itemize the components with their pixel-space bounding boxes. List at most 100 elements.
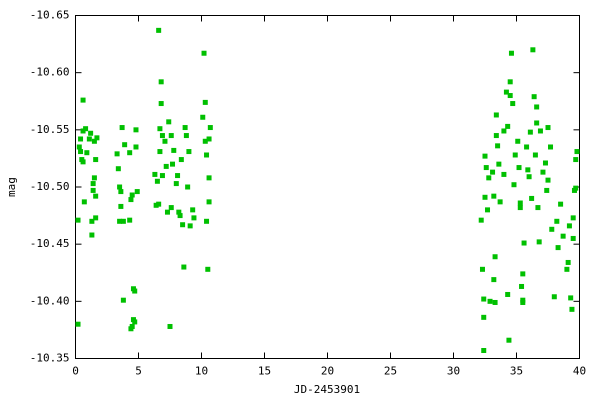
point [154, 178, 160, 184]
point [181, 264, 187, 270]
point [159, 133, 165, 139]
point [566, 223, 572, 229]
point [78, 136, 84, 142]
point [171, 147, 177, 153]
point [202, 99, 208, 105]
point [564, 266, 570, 272]
point [162, 138, 168, 144]
point [568, 295, 574, 301]
x-tick-label: 25 [384, 365, 397, 378]
point [570, 235, 576, 241]
point [75, 217, 81, 223]
point [505, 291, 511, 297]
point [83, 126, 89, 132]
point [84, 150, 90, 156]
point [202, 138, 208, 144]
point [153, 202, 159, 208]
point [180, 222, 186, 228]
point [156, 27, 162, 33]
point [170, 161, 176, 167]
point [157, 149, 163, 155]
point [573, 157, 579, 163]
point [554, 218, 560, 224]
point [76, 144, 82, 150]
point [532, 152, 538, 158]
point [206, 199, 212, 205]
point [487, 298, 493, 304]
point [91, 138, 97, 144]
point [551, 294, 557, 300]
point [515, 138, 521, 144]
point [525, 167, 531, 173]
point [127, 217, 133, 223]
point [86, 136, 92, 142]
point [158, 101, 164, 107]
point [133, 144, 139, 150]
point [204, 152, 210, 158]
point [129, 192, 135, 198]
y-tick-label: -10.40 [30, 294, 70, 307]
point [501, 171, 507, 177]
point [507, 79, 513, 85]
point [527, 129, 533, 135]
point [570, 215, 576, 221]
point [516, 165, 522, 171]
point [178, 157, 184, 163]
point [117, 184, 123, 190]
point [187, 223, 193, 229]
point [520, 297, 526, 303]
point [521, 240, 527, 246]
point [492, 254, 498, 260]
point [132, 288, 138, 294]
y-tick-label: -10.60 [30, 66, 70, 79]
point [163, 163, 169, 169]
point [158, 79, 164, 85]
point [493, 133, 499, 139]
point [204, 218, 210, 224]
point [555, 245, 561, 251]
point [118, 189, 124, 195]
point [80, 97, 86, 103]
point [89, 218, 95, 224]
point [495, 143, 501, 149]
point [481, 347, 487, 353]
point [534, 104, 540, 110]
point [512, 152, 518, 158]
point [520, 271, 526, 277]
point [531, 94, 537, 100]
point [173, 181, 179, 187]
point [517, 205, 523, 211]
point [530, 47, 536, 53]
point [540, 169, 546, 175]
point [118, 203, 124, 209]
point [129, 323, 135, 329]
point [565, 259, 571, 265]
x-tick-label: 0 [72, 365, 79, 378]
x-tick-label: 30 [447, 365, 460, 378]
point [519, 283, 525, 289]
point [119, 125, 125, 131]
point [524, 144, 530, 150]
point [190, 207, 196, 213]
y-tick-label: -10.45 [30, 237, 70, 250]
point [478, 217, 484, 223]
point [156, 201, 162, 207]
point [206, 136, 212, 142]
point [175, 173, 181, 179]
point [90, 187, 96, 193]
point [157, 126, 163, 132]
point [183, 133, 189, 139]
point [517, 200, 523, 206]
point [536, 239, 542, 245]
point [486, 175, 492, 181]
y-tick-label: -10.35 [30, 352, 70, 365]
x-tick-label: 40 [573, 365, 586, 378]
point [93, 215, 99, 221]
point [115, 166, 121, 172]
point [569, 306, 575, 312]
point [496, 161, 502, 167]
point [511, 182, 517, 188]
point [185, 184, 191, 190]
point [207, 125, 213, 131]
y-tick-label: -10.55 [30, 123, 70, 136]
